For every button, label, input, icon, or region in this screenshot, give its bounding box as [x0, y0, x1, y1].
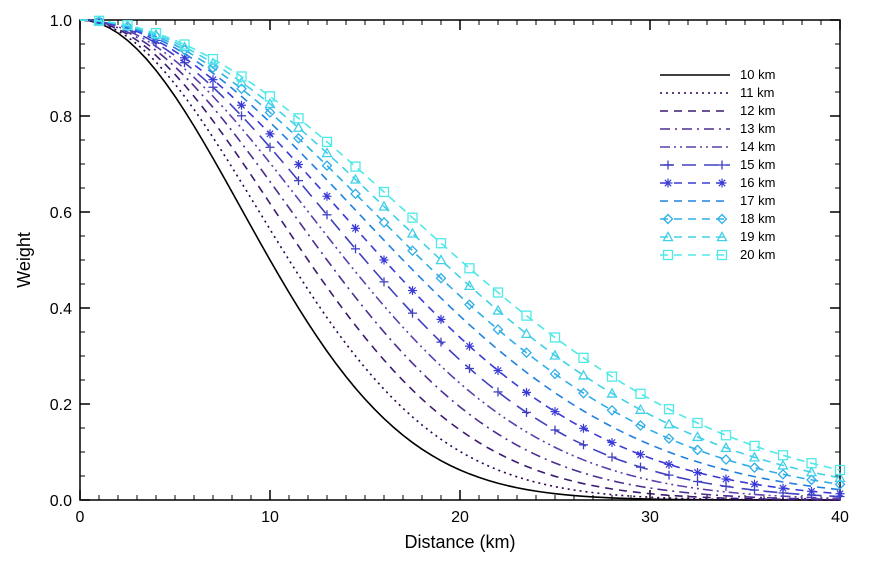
weight-distance-chart: 0 10 20 30 40 0.0 0.2 0.4 0.6 0.8 1.0 Distance (km)…: [0, 0, 869, 563]
svg-text:0.4: 0.4: [50, 301, 72, 318]
svg-text:19 km: 19 km: [740, 229, 775, 244]
svg-text:18 km: 18 km: [740, 211, 775, 226]
svg-text:0.0: 0.0: [50, 493, 72, 510]
svg-text:14 km: 14 km: [740, 139, 775, 154]
svg-text:16 km: 16 km: [740, 175, 775, 190]
svg-text:30: 30: [641, 509, 659, 526]
svg-text:10 km: 10 km: [740, 67, 775, 82]
svg-text:40: 40: [831, 509, 849, 526]
svg-text:0.6: 0.6: [50, 205, 72, 222]
svg-text:20 km: 20 km: [740, 247, 775, 262]
chart-container: 0 10 20 30 40 0.0 0.2 0.4 0.6 0.8 1.0 Distance (km)…: [0, 0, 869, 563]
svg-text:15 km: 15 km: [740, 157, 775, 172]
svg-text:Distance (km): Distance (km): [404, 532, 515, 552]
svg-text:11 km: 11 km: [740, 85, 774, 100]
svg-text:12 km: 12 km: [740, 103, 775, 118]
svg-text:10: 10: [261, 509, 279, 526]
svg-text:13 km: 13 km: [740, 121, 775, 136]
svg-text:20: 20: [451, 509, 469, 526]
svg-text:0: 0: [76, 509, 85, 526]
svg-text:17 km: 17 km: [740, 193, 775, 208]
svg-text:1.0: 1.0: [50, 13, 72, 30]
svg-text:Weight: Weight: [14, 232, 34, 288]
svg-text:0.2: 0.2: [50, 397, 72, 414]
svg-text:0.8: 0.8: [50, 109, 72, 126]
